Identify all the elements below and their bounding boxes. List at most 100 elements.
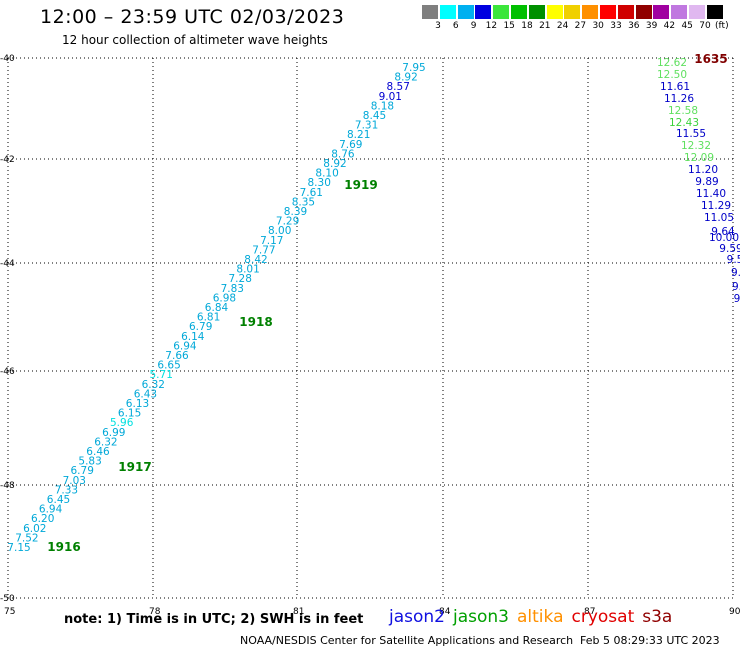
scale-swatch — [528, 5, 545, 19]
time-label: 1918 — [239, 315, 272, 329]
wave-height-labels: 7.157.526.026.206.946.457.337.036.795.83… — [7, 57, 740, 554]
lon-tick-label: 90 — [729, 607, 740, 617]
wave-height-value: 6.84 — [205, 302, 229, 314]
wave-height-value: 11.05 — [704, 212, 734, 224]
map-subtitle: 12 hour collection of altimeter wave hei… — [62, 33, 328, 47]
wave-height-value: 6.94 — [173, 340, 197, 352]
lon-tick-label: 87 — [584, 607, 595, 617]
wave-height-value: 11.55 — [676, 128, 706, 140]
time-label: 1916 — [47, 540, 80, 554]
scale-swatch — [511, 5, 527, 19]
wave-height-value: 8.76 — [331, 148, 355, 160]
wave-height-value: 8.18 — [371, 100, 394, 112]
note-text: note: 1) Time is in UTC; 2) SWH is in fe… — [64, 612, 364, 627]
scale-label: 24 — [556, 21, 569, 31]
satellite-legend: jason2 jason3 altika cryosat s3a — [389, 607, 680, 627]
axis-ticks: 75 78 81 84 87 90 -40 -42 -44 -46 -48 -50 — [0, 54, 740, 617]
wave-height-value: 12.50 — [657, 69, 687, 81]
wave-height-value: 7.03 — [63, 475, 86, 487]
lat-tick-label: -42 — [0, 155, 15, 165]
wave-height-value: 9 — [734, 293, 740, 305]
wave-height-value: 11.29 — [701, 200, 731, 212]
lon-tick-label: 84 — [439, 607, 451, 617]
wave-height-value: 12.43 — [669, 117, 699, 129]
wave-height-value: 7.77 — [252, 244, 275, 256]
scale-swatch — [564, 5, 581, 19]
credit-text: NOAA/NESDIS Center for Satellite Applica… — [240, 634, 574, 647]
scale-label: 27 — [574, 21, 587, 31]
lat-tick-label: -50 — [0, 594, 15, 604]
wave-height-value: 8.01 — [236, 264, 259, 276]
scale-swatch — [493, 5, 510, 19]
time-label: 1919 — [344, 178, 377, 192]
wave-height-value: 8.00 — [268, 225, 291, 237]
map-title: 12:00 – 23:59 UTC 02/03/2023 — [40, 6, 345, 28]
wave-height-value: 9.64 — [711, 226, 735, 238]
wave-height-value: 11.61 — [660, 81, 690, 93]
lon-tick-label: 81 — [293, 607, 304, 617]
time-labels: 1916 1917 1918 1919 1635 — [47, 52, 727, 554]
wave-height-value: 7.28 — [229, 273, 252, 285]
wave-height-value: 7.17 — [260, 235, 283, 247]
wave-height-value: 7.31 — [355, 120, 378, 132]
wave-height-value: 6.14 — [181, 331, 205, 343]
timestamp: Feb 5 08:29:33 UTC 2023 — [580, 634, 720, 647]
lat-tick-label: -48 — [0, 481, 15, 491]
wave-height-value: 7.66 — [165, 350, 189, 362]
lat-tick-label: -46 — [0, 367, 15, 377]
wave-height-value: 7.83 — [221, 283, 244, 295]
scale-swatch — [706, 5, 723, 19]
wave-height-value: 6.43 — [134, 388, 157, 400]
wave-height-value: 6.46 — [86, 446, 110, 458]
lon-tick-label: 78 — [149, 607, 161, 617]
wave-height-value: 11.40 — [696, 188, 726, 200]
wave-height-value: 8.92 — [323, 158, 346, 170]
scale-swatch — [600, 5, 616, 19]
wave-height-value: 5.96 — [110, 417, 134, 429]
scale-label: 30 — [592, 21, 604, 31]
legend-entry-altika: altika — [517, 607, 564, 627]
lat-tick-label: -44 — [0, 259, 15, 269]
lon-tick-label: 75 — [4, 607, 15, 617]
scale-label: 36 — [628, 21, 640, 31]
wave-height-value: 7.69 — [339, 139, 362, 151]
grid-lines — [7, 57, 734, 599]
wave-height-value: 12.09 — [684, 152, 714, 164]
wave-height-value: 5.71 — [150, 369, 173, 381]
wave-height-value: 9.59 — [719, 243, 740, 255]
wave-height-value: 7.33 — [55, 484, 78, 496]
scale-swatch — [422, 5, 438, 19]
scale-swatch — [653, 5, 670, 19]
wave-height-value: 8.35 — [292, 196, 315, 208]
wave-height-value: 7.52 — [15, 532, 38, 544]
wave-height-value: 9. — [731, 267, 740, 279]
wave-height-value: 6.79 — [71, 465, 94, 477]
wave-height-value: 12.58 — [668, 105, 698, 117]
scale-label: 9 — [470, 21, 477, 31]
legend-entry-jason2: jason2 — [389, 607, 445, 627]
scale-label: 45 — [681, 21, 693, 31]
scale-swatch — [689, 5, 705, 19]
scale-label: 33 — [610, 21, 622, 31]
scale-swatch — [475, 5, 492, 19]
wave-height-value: 8.30 — [308, 177, 331, 189]
wave-height-value: 6.15 — [118, 408, 141, 420]
wave-height-value: 6.81 — [197, 312, 220, 324]
wave-height-value: 6.65 — [157, 360, 180, 372]
scale-swatch — [457, 5, 474, 19]
wave-height-value: 8.21 — [347, 129, 370, 141]
wave-height-value: 6.20 — [31, 513, 54, 525]
wave-height-value: 10.00 — [709, 232, 739, 244]
scale-label: 3 — [435, 21, 441, 31]
wave-height-value: 8.57 — [387, 81, 410, 93]
scale-label: 21 — [539, 21, 551, 31]
scale-unit: (ft) — [715, 21, 729, 31]
scale-label: 39 — [645, 21, 658, 31]
wave-height-value: 7.95 — [402, 62, 425, 74]
scale-swatch — [582, 5, 599, 19]
wave-height-value: 6.94 — [39, 504, 63, 516]
wave-height-value: 9.01 — [379, 91, 402, 103]
wave-height-value: 8.92 — [394, 72, 417, 84]
wave-height-value: 11.26 — [664, 93, 694, 105]
